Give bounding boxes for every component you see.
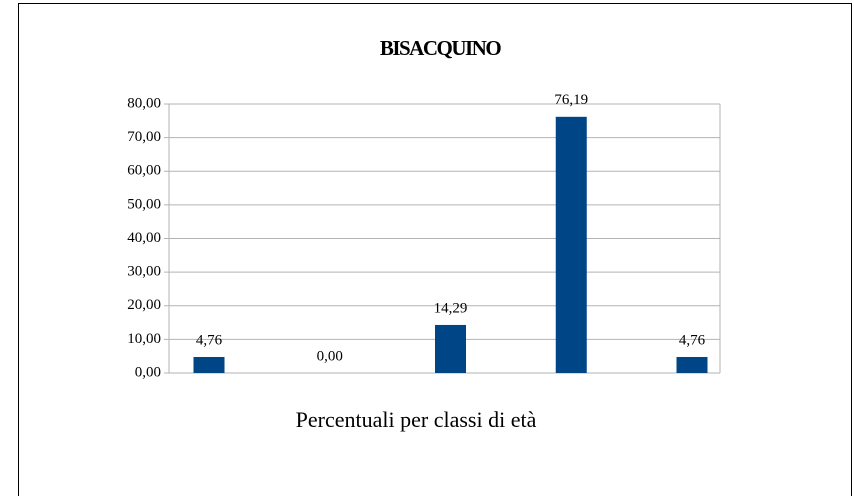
value-label: 14,29: [434, 300, 468, 316]
y-tick-label: 60,00: [127, 163, 161, 179]
y-tick-label: 40,00: [127, 230, 161, 246]
chart-border: [18, 3, 852, 496]
chart-title: BISACQUINO: [380, 36, 502, 60]
y-tick-label: 80,00: [127, 95, 161, 111]
bar: [435, 324, 466, 373]
x-axis-label: Percentuali per classi di età: [296, 407, 537, 432]
bar: [676, 356, 708, 373]
y-tick-label: 10,00: [127, 331, 161, 347]
value-label: 4,76: [679, 332, 706, 348]
bar: [193, 356, 225, 373]
y-tick-label: 70,00: [127, 129, 161, 145]
value-label: 4,76: [196, 332, 223, 348]
y-tick-label: 20,00: [127, 297, 161, 313]
value-label: 76,19: [554, 92, 588, 108]
y-tick-label: 30,00: [127, 264, 161, 280]
y-tick-label: 0,00: [135, 364, 161, 380]
bar: [555, 116, 587, 373]
value-label: 0,00: [317, 348, 343, 364]
y-tick-label: 50,00: [127, 196, 161, 212]
